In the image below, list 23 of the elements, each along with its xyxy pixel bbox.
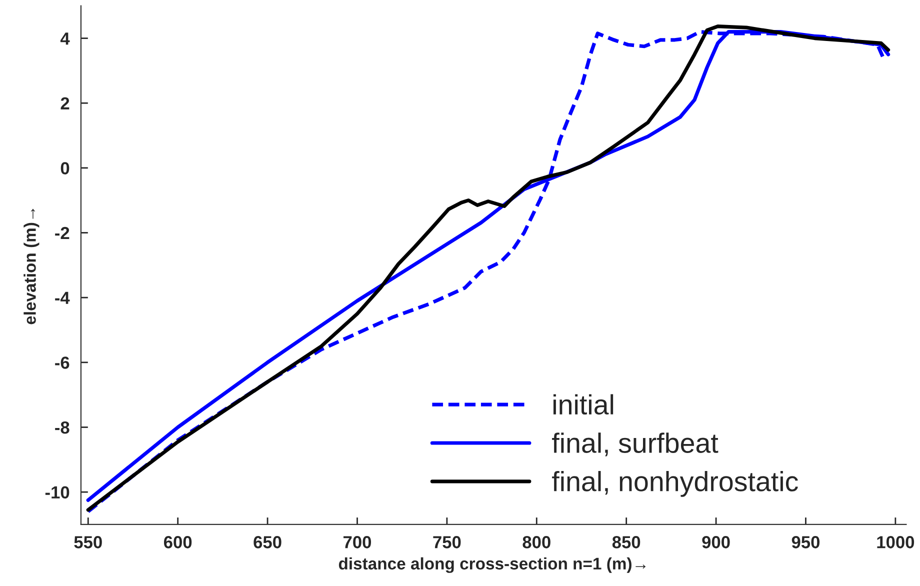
legend-label: initial [553, 394, 614, 415]
y-tick-label: -2 [55, 226, 70, 240]
legend-label: final, nonhydrostatic [552, 470, 798, 497]
y-tick-label: 0 [60, 162, 70, 174]
x-tick-label: 900 [702, 536, 730, 548]
x-tick-label: 800 [522, 536, 550, 548]
y-axis-title: elevation (m)→ [24, 208, 40, 324]
y-tick-label: -10 [45, 486, 70, 499]
y-tick-label: 4 [60, 32, 70, 45]
y-tick-label: -4 [55, 292, 70, 304]
y-tick-label: 2 [60, 97, 70, 110]
x-tick-label: 1000 [877, 536, 914, 548]
legend-label: final, surfbeat [552, 432, 718, 456]
x-axis-title: distance along cross-section n=1 (m)→ [338, 557, 646, 573]
x-tick-label: 850 [612, 536, 640, 548]
x-tick-label: 600 [164, 536, 192, 548]
x-tick-label: 750 [433, 536, 461, 548]
y-tick-label: -6 [55, 356, 70, 369]
x-tick-label: 650 [254, 536, 282, 548]
x-tick-label: 550 [74, 536, 102, 548]
x-tick-label: 950 [792, 536, 820, 548]
y-tick-label: -8 [55, 421, 70, 434]
x-tick-label: 700 [344, 536, 372, 548]
